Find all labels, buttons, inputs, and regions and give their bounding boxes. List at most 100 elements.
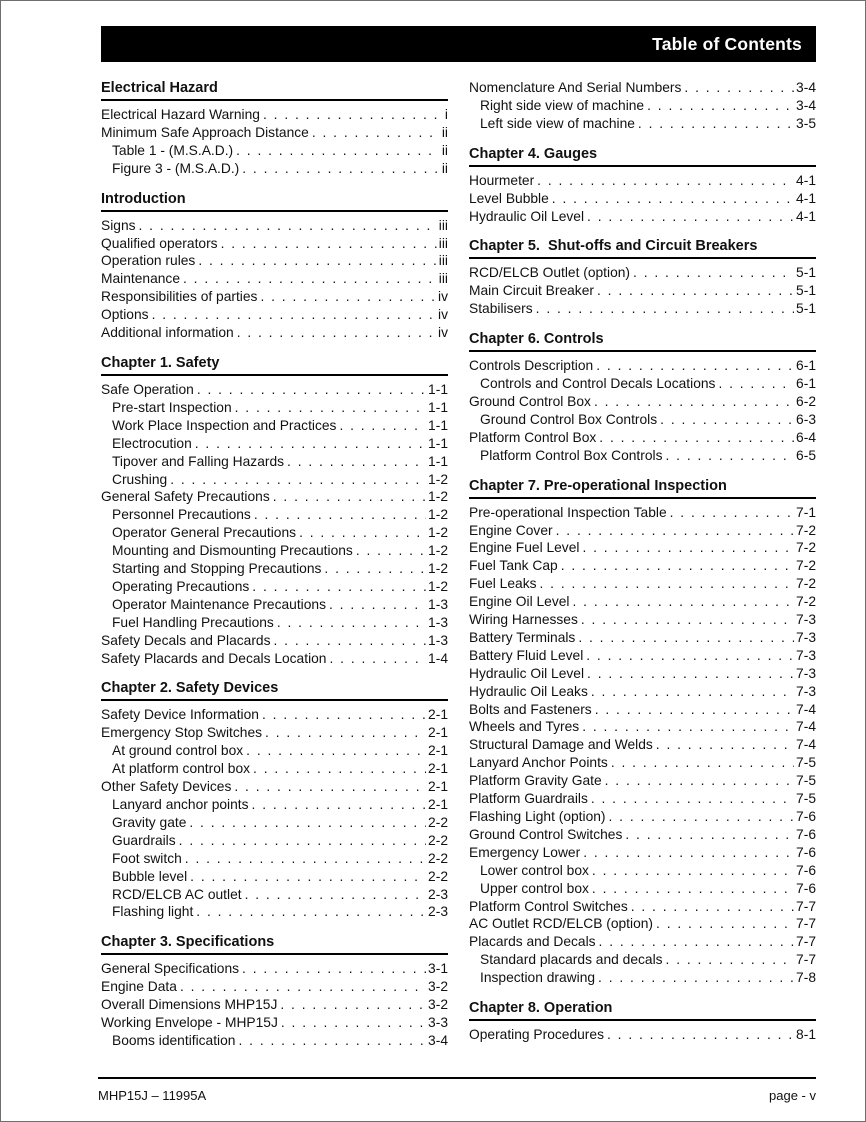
entry-label: Platform Control Box Controls bbox=[480, 447, 663, 463]
entry-label: Lower control box bbox=[480, 862, 589, 878]
dot-leader bbox=[583, 844, 794, 862]
dot-leader bbox=[287, 453, 426, 471]
entry-label: Working Envelope - MHP15J bbox=[101, 1015, 278, 1031]
entry-page-number: 1-3 bbox=[428, 596, 448, 612]
entry-label: Engine Fuel Level bbox=[469, 540, 580, 556]
toc-entry: Structural Damage and Welds 7-4 bbox=[469, 736, 816, 754]
section-heading: Chapter 8. Operation bbox=[469, 999, 816, 1022]
toc-entry: Other Safety Devices 2-1 bbox=[101, 778, 448, 796]
entry-label: Table 1 - (M.S.A.D.) bbox=[112, 142, 234, 158]
dot-leader bbox=[591, 683, 794, 701]
dot-leader bbox=[195, 435, 426, 453]
entry-label: RCD/ELCB AC outlet bbox=[112, 886, 242, 902]
toc-entry: Qualified operators iii bbox=[101, 235, 448, 253]
entry-label: Safety Device Information bbox=[101, 707, 259, 723]
entry-label: Battery Terminals bbox=[469, 629, 576, 645]
entry-page-number: 7-2 bbox=[796, 576, 816, 592]
toc-entry: Maintenance iii bbox=[101, 270, 448, 288]
dot-leader bbox=[277, 614, 426, 632]
toc-entry: Minimum Safe Approach Distance ii bbox=[101, 124, 448, 142]
entry-label: Platform Gravity Gate bbox=[469, 773, 602, 789]
entry-page-number: iii bbox=[438, 271, 448, 287]
entry-label: Responsibilities of parties bbox=[101, 289, 258, 305]
entry-page-number: 3-4 bbox=[796, 97, 816, 113]
entry-label: Hydraulic Oil Level bbox=[469, 665, 585, 681]
entry-page-number: 8-1 bbox=[796, 1027, 816, 1043]
entry-page-number: 6-5 bbox=[796, 447, 816, 463]
entry-label: Wiring Harnesses bbox=[469, 612, 578, 628]
toc-entry: Personnel Precautions 1-2 bbox=[101, 506, 448, 524]
entry-page-number: 5-1 bbox=[796, 283, 816, 299]
toc-entry: Stabilisers 5-1 bbox=[469, 300, 816, 318]
entry-label: Operator Maintenance Precautions bbox=[112, 596, 326, 612]
toc-entry: Fuel Leaks 7-2 bbox=[469, 575, 816, 593]
dot-leader bbox=[238, 1032, 426, 1050]
dot-leader bbox=[572, 593, 794, 611]
toc-entry: Platform Control Box Controls 6-5 bbox=[469, 447, 816, 465]
entry-label: Fuel Tank Cap bbox=[469, 558, 558, 574]
toc-column-left: Electrical Hazard Electrical Hazard Warni… bbox=[101, 79, 448, 1050]
toc-entry: Safety Placards and Decals Location 1-4 bbox=[101, 650, 448, 668]
dot-leader bbox=[185, 850, 426, 868]
entry-label: Minimum Safe Approach Distance bbox=[101, 124, 309, 140]
dot-leader bbox=[638, 115, 794, 133]
entry-label: Safety Decals and Placards bbox=[101, 632, 271, 648]
dot-leader bbox=[684, 79, 794, 97]
entry-page-number: 6-1 bbox=[796, 376, 816, 392]
dot-leader bbox=[196, 903, 426, 921]
dot-leader bbox=[582, 539, 794, 557]
entry-label: Pre-start Inspection bbox=[112, 399, 232, 415]
entry-page-number: 1-1 bbox=[428, 453, 448, 469]
dot-leader bbox=[540, 575, 795, 593]
entry-page-number: iv bbox=[438, 289, 448, 305]
dot-leader bbox=[253, 760, 426, 778]
entry-label: Controls Description bbox=[469, 358, 594, 374]
dot-leader bbox=[198, 252, 436, 270]
dot-leader bbox=[587, 208, 794, 226]
entry-page-number: 1-2 bbox=[428, 578, 448, 594]
section-heading: Chapter 1. Safety bbox=[101, 354, 448, 376]
entry-page-number: 3-5 bbox=[796, 115, 816, 131]
dot-leader bbox=[254, 506, 426, 524]
dot-leader bbox=[586, 647, 794, 665]
entry-label: Guardrails bbox=[112, 832, 176, 848]
section-heading: Introduction bbox=[101, 190, 448, 212]
dot-leader bbox=[139, 217, 437, 235]
entry-label: Emergency Lower bbox=[469, 844, 581, 860]
entry-label: Inspection drawing bbox=[480, 970, 596, 986]
dot-leader bbox=[273, 632, 426, 650]
entry-label: Left side view of machine bbox=[480, 115, 635, 131]
dot-leader bbox=[234, 778, 426, 796]
entry-page-number: 7-2 bbox=[796, 558, 816, 574]
entry-page-number: 1-1 bbox=[428, 435, 448, 451]
dot-leader bbox=[607, 1026, 794, 1044]
dot-leader bbox=[633, 264, 794, 282]
toc-entry: Flashing Light (option) 7-6 bbox=[469, 808, 816, 826]
entry-page-number: 3-4 bbox=[796, 80, 816, 95]
toc-entry: At ground control box 2-1 bbox=[101, 742, 448, 760]
toc-entry: Overall Dimensions MHP15J 3-2 bbox=[101, 996, 448, 1014]
toc-entry: Operation rules iii bbox=[101, 252, 448, 270]
toc-entry: Controls and Control Decals Locations 6-1 bbox=[469, 375, 816, 393]
toc-section: Chapter 7. Pre-operational Inspection Pre… bbox=[469, 477, 816, 987]
toc-entry: Fuel Tank Cap 7-2 bbox=[469, 557, 816, 575]
toc-entry: Right side view of machine 3-4 bbox=[469, 97, 816, 115]
entry-label: Safe Operation bbox=[101, 381, 194, 397]
entry-page-number: 2-2 bbox=[428, 832, 448, 848]
entry-label: General Specifications bbox=[101, 961, 240, 977]
entry-label: Hydraulic Oil Level bbox=[469, 208, 585, 224]
dot-leader bbox=[245, 886, 426, 904]
toc-entry: Additional information iv bbox=[101, 324, 448, 342]
entry-label: Lanyard anchor points bbox=[112, 797, 249, 812]
toc-entry: Hourmeter 4-1 bbox=[469, 172, 816, 190]
entry-label: Ground Control Box Controls bbox=[480, 411, 658, 427]
entry-label: Ground Control Switches bbox=[469, 826, 623, 842]
entry-page-number: ii bbox=[441, 160, 448, 176]
dot-leader bbox=[221, 235, 437, 253]
dot-leader bbox=[281, 1014, 426, 1032]
entry-label: Options bbox=[101, 307, 149, 323]
toc-entry: Starting and Stopping Precautions 1-2 bbox=[101, 560, 448, 578]
entry-label: Stabilisers bbox=[469, 301, 533, 317]
toc-entry: Emergency Lower 7-6 bbox=[469, 844, 816, 862]
dot-leader bbox=[561, 557, 794, 575]
